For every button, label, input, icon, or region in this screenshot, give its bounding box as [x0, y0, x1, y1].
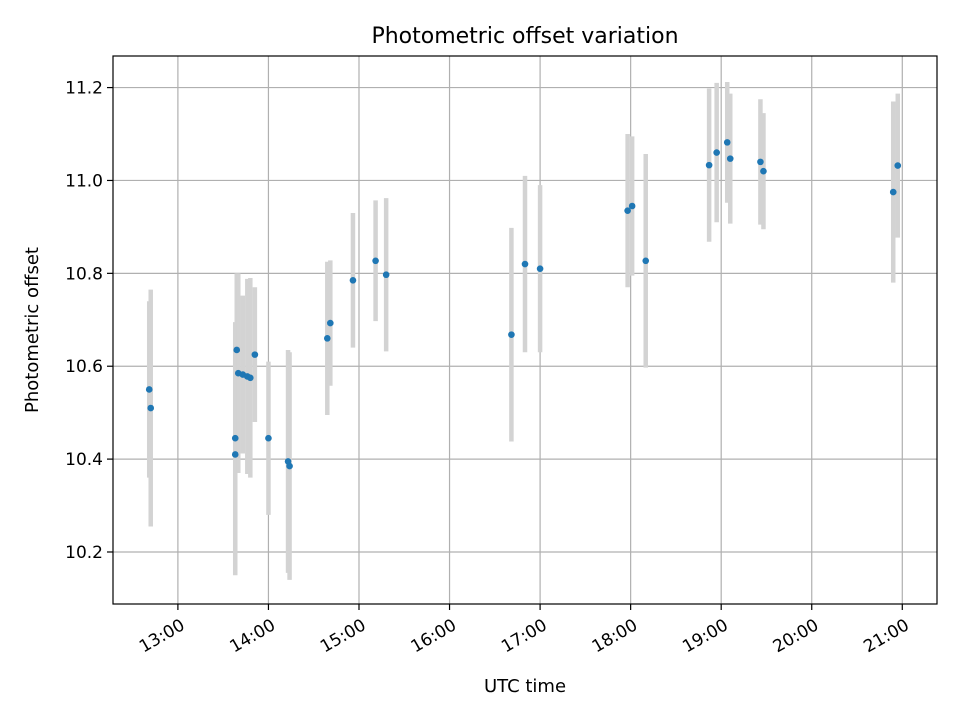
data-point [251, 351, 259, 358]
data-point [723, 139, 731, 146]
data-point [521, 260, 529, 268]
y-tick-label: 11.2 [65, 79, 103, 99]
y-tick-label: 10.4 [65, 450, 103, 470]
y-tick-label: 10.8 [65, 264, 103, 284]
data-point [889, 188, 897, 196]
data-point [760, 167, 767, 175]
x-axis-label: UTC time [484, 676, 566, 697]
y-tick-label: 10.6 [65, 357, 103, 377]
data-point [231, 451, 239, 458]
data-point [231, 434, 239, 442]
data-point [705, 161, 713, 169]
data-point [145, 386, 153, 393]
data-point [713, 149, 720, 156]
data-point [349, 277, 357, 284]
data-point [265, 434, 272, 442]
data-point [372, 257, 379, 265]
data-point [642, 257, 650, 265]
data-point [757, 158, 764, 166]
data-point [324, 335, 331, 342]
data-point [726, 155, 734, 162]
data-point [286, 462, 293, 470]
y-tick-label: 10.2 [65, 543, 103, 563]
data-point [508, 331, 515, 338]
data-point [147, 404, 155, 412]
data-point [233, 346, 241, 354]
data-point [894, 162, 902, 169]
y-axis-label: Photometric offset [22, 247, 43, 413]
data-points [145, 139, 902, 470]
data-point [247, 374, 254, 382]
data-point [536, 265, 544, 272]
chart-title: Photometric offset variation [371, 24, 678, 49]
y-tick-label: 11.0 [65, 171, 103, 191]
plot-frame [112, 55, 938, 605]
data-point [382, 271, 390, 279]
data-point [327, 319, 334, 327]
data-point [624, 207, 631, 214]
data-point [628, 202, 636, 210]
y-axis-ticks: 10.2 10.4 10.6 10.8 11.0 11.2 [65, 79, 113, 563]
